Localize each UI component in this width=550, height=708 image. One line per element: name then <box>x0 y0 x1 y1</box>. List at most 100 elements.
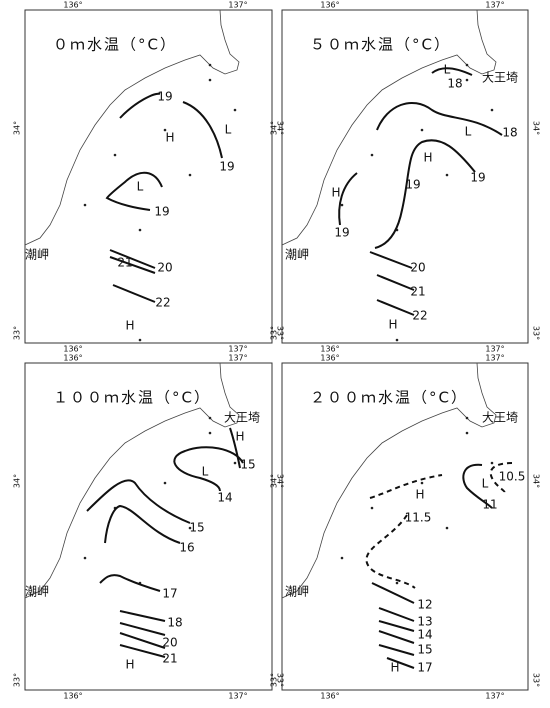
map-label: H <box>125 658 134 672</box>
isotherm <box>338 172 358 226</box>
map-label: H <box>388 318 397 332</box>
map-label: H <box>235 430 244 444</box>
lat-label: 33° <box>270 673 279 687</box>
station-dot <box>163 481 167 485</box>
lon-label: 137° <box>485 345 504 354</box>
map-label: 21 <box>117 256 132 270</box>
lat-label: 34° <box>13 121 22 135</box>
map-label: 22 <box>412 309 427 323</box>
coastline <box>24 9 240 246</box>
map-label: L <box>465 125 472 139</box>
station-dot <box>233 108 237 112</box>
station-dot <box>420 128 424 132</box>
station-dot <box>420 481 424 485</box>
station-dot <box>465 63 469 67</box>
lon-label: 137° <box>485 692 504 701</box>
map-label: 11 <box>482 498 497 512</box>
coastline <box>24 362 240 599</box>
map-label: 21 <box>410 285 425 299</box>
isotherm <box>119 610 166 622</box>
isotherm <box>376 101 503 136</box>
station-dot <box>395 338 399 342</box>
isotherm <box>369 474 443 499</box>
map-label: H <box>423 151 432 165</box>
station-dot <box>340 556 344 560</box>
map-label: 18 <box>447 77 462 91</box>
station-dot <box>163 128 167 132</box>
station-dot <box>465 78 469 82</box>
map-panel: 136°136°137°137°34° 34°33° 33°１００ｍ水温（°C）大王… <box>13 354 285 701</box>
map-label: L <box>225 123 232 137</box>
lat-label: 34° <box>276 121 285 135</box>
station-dot <box>340 203 344 207</box>
map-label: 22 <box>155 296 170 310</box>
station-dot <box>113 153 117 157</box>
map-label: H <box>331 186 340 200</box>
lat-label: 33° <box>276 673 285 687</box>
lat-label: 34° <box>532 121 541 135</box>
isotherm <box>378 630 415 644</box>
isotherm <box>104 504 181 544</box>
isotherm <box>109 256 156 274</box>
map-label: L <box>444 63 451 77</box>
isotherm <box>378 620 415 632</box>
map-label: 20 <box>157 261 172 275</box>
isotherm <box>99 574 161 592</box>
isotherm <box>371 582 415 604</box>
map-label: 21 <box>162 652 177 666</box>
panel-frame <box>24 362 273 691</box>
map-label: 13 <box>417 615 432 629</box>
map-label: L <box>202 465 209 479</box>
lon-label: 137° <box>228 1 247 10</box>
isotherm <box>374 139 476 249</box>
map-label: 20 <box>410 261 425 275</box>
station-dot <box>138 338 142 342</box>
lon-label: 136° <box>320 354 339 363</box>
map-label: 16 <box>179 541 194 555</box>
lon-label: 136° <box>63 345 82 354</box>
isotherm <box>376 274 415 291</box>
map-label: 14 <box>217 491 232 505</box>
station-dot <box>208 78 212 82</box>
lat-label: 34° <box>13 474 22 488</box>
station-dot <box>370 153 374 157</box>
map-label: 潮岬 <box>285 584 309 599</box>
isotherm <box>489 462 513 494</box>
map-label: 20 <box>162 636 177 650</box>
map-label: 潮岬 <box>285 247 309 262</box>
station-dot <box>138 228 142 232</box>
map-label: H <box>390 661 399 675</box>
station-dot <box>208 416 212 420</box>
map-label: 18 <box>502 126 517 140</box>
station-dot <box>188 526 192 530</box>
map-label: 11.5 <box>405 511 432 525</box>
map-label: 19 <box>157 90 172 104</box>
station-dot <box>233 461 237 465</box>
map-label: 19 <box>405 178 420 192</box>
map-label: 19 <box>470 171 485 185</box>
isotherm <box>376 299 415 316</box>
lon-label: 136° <box>63 1 82 10</box>
lat-label: 34° <box>270 474 279 488</box>
isotherm <box>431 67 473 76</box>
isotherm <box>378 607 415 622</box>
map-label: 10.5 <box>499 470 526 484</box>
map-label: 大王埼 <box>224 411 260 425</box>
lon-label: 136° <box>320 692 339 701</box>
isotherm <box>86 479 191 524</box>
map-label: H <box>415 488 424 502</box>
isotherm <box>173 446 244 492</box>
station-dot <box>395 581 399 585</box>
lat-label: 34° <box>270 121 279 135</box>
map-label: 12 <box>417 598 432 612</box>
station-dot <box>83 203 87 207</box>
station-dot <box>490 108 494 112</box>
isotherm <box>182 101 223 159</box>
lat-label: 34° <box>532 474 541 488</box>
lat-label: 33° <box>270 326 279 340</box>
map-panel: 136°136°137°137°34° 34°33° 33°５０ｍ水温（°C）L18… <box>270 1 541 354</box>
station-dot <box>445 173 449 177</box>
map-label: 19 <box>154 205 169 219</box>
station-dot <box>465 431 469 435</box>
lon-label: 136° <box>320 345 339 354</box>
